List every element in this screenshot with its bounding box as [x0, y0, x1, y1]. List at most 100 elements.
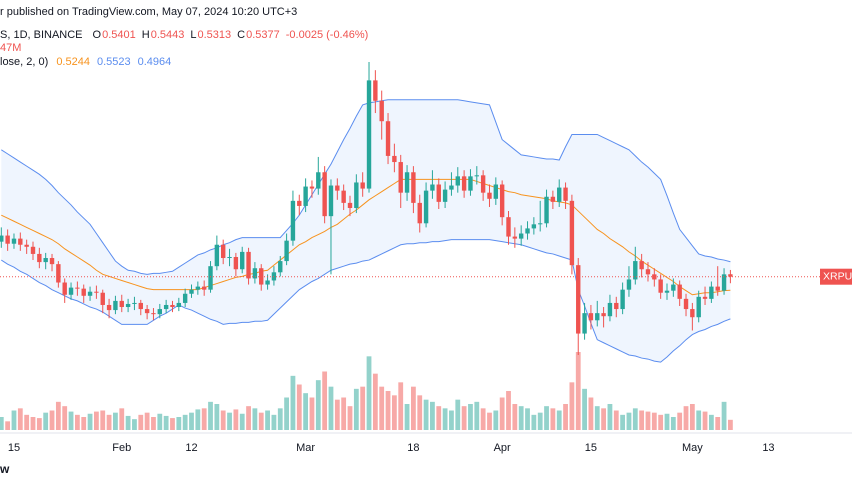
- candle-body: [544, 196, 549, 224]
- candle-body: [436, 184, 441, 202]
- volume-bar: [379, 386, 385, 430]
- volume-bar: [290, 375, 296, 430]
- volume-bar: [106, 414, 112, 430]
- volume-bar: [404, 404, 410, 430]
- volume-bar: [17, 408, 23, 430]
- candle-body: [696, 296, 701, 318]
- volume-bar: [518, 406, 524, 430]
- volume-bar: [49, 410, 55, 430]
- candle-body: [182, 293, 188, 303]
- volume-bar: [132, 419, 137, 430]
- candle-body: [30, 246, 36, 254]
- volume-bar: [493, 410, 499, 430]
- volume-value: 47M: [0, 42, 21, 54]
- bb-lower-line: [1, 239, 731, 363]
- candle-body: [614, 302, 619, 310]
- volume-bar: [582, 388, 587, 430]
- bb-basis-line: [1, 178, 731, 296]
- volume-bar: [119, 408, 125, 430]
- volume-bar: [601, 408, 606, 430]
- publish-note: r published on TradingView.com, May 07, …: [0, 6, 297, 18]
- volume-bar: [702, 411, 708, 430]
- price-tag: [820, 268, 852, 285]
- volume-bar: [214, 404, 220, 430]
- candle-body: [607, 302, 613, 317]
- volume-bar: [328, 386, 334, 430]
- volume-bar: [506, 391, 511, 430]
- volume-bar: [170, 418, 175, 430]
- volume-bar: [30, 417, 36, 430]
- candle-body: [373, 80, 378, 101]
- candle-body: [284, 240, 289, 262]
- candle-body: [569, 200, 575, 266]
- volume-bar: [366, 356, 372, 430]
- volume-bar: [651, 412, 657, 430]
- candle-body: [100, 292, 105, 305]
- candle-body: [75, 287, 80, 289]
- volume-bar: [94, 411, 99, 430]
- volume-bar: [334, 399, 340, 430]
- candle-body: [94, 291, 99, 293]
- candle-body: [176, 302, 182, 308]
- volume-bar: [645, 411, 651, 430]
- volume-bar: [537, 412, 543, 430]
- candle-body: [0, 235, 4, 242]
- candle-body: [240, 251, 245, 270]
- candle-body: [455, 176, 460, 186]
- volume-bar: [182, 414, 188, 430]
- volume-bar: [87, 413, 93, 430]
- volume-bar: [670, 417, 676, 430]
- candle-body: [411, 172, 416, 203]
- volume-bar: [258, 412, 264, 430]
- volume-bar: [607, 404, 613, 430]
- candle-body: [221, 244, 226, 259]
- candle-body: [227, 256, 232, 259]
- volume-bar: [252, 408, 258, 430]
- volume-bar: [550, 408, 556, 430]
- candle-body: [322, 172, 327, 217]
- volume-bar: [455, 399, 461, 430]
- candle-body: [366, 80, 372, 189]
- volume-bar: [303, 393, 309, 430]
- volume-bar: [100, 410, 106, 430]
- candle-body: [601, 313, 606, 317]
- ohlc-key: L: [190, 29, 196, 41]
- ohlc-value: 0.5377: [246, 29, 280, 41]
- candle-body: [189, 289, 194, 294]
- volume-bar: [36, 418, 42, 430]
- candle-body: [721, 274, 727, 291]
- candle-body: [360, 182, 365, 189]
- volume-bar: [341, 397, 347, 430]
- candle-body: [677, 284, 682, 299]
- candle-body: [278, 261, 283, 273]
- candle-body: [531, 224, 537, 229]
- candle-body: [81, 288, 86, 296]
- candle-body: [518, 233, 524, 239]
- volume-bar: [531, 414, 537, 430]
- volume-bar: [385, 391, 391, 430]
- candle-body: [24, 244, 29, 247]
- volume-bar: [696, 410, 702, 430]
- volume-bar: [512, 404, 518, 430]
- candle-body: [246, 251, 251, 279]
- volume-bar: [544, 406, 549, 430]
- candle-body: [588, 313, 594, 321]
- volume-bar: [296, 384, 302, 430]
- volume-bar: [163, 415, 169, 430]
- candle-body: [379, 100, 384, 122]
- volume-bar: [430, 401, 435, 430]
- volume-bar: [24, 414, 30, 430]
- candle-body: [645, 269, 651, 275]
- volume-bar: [442, 408, 448, 430]
- volume-bar: [728, 419, 733, 430]
- volume-bar: [575, 352, 581, 430]
- candle-body: [303, 186, 308, 206]
- volume-bar: [227, 412, 232, 430]
- ohlc-key: C: [237, 29, 245, 41]
- volume-bar: [68, 411, 74, 430]
- volume-bar: [563, 404, 568, 430]
- symbol-info: S, 1D, BINANCE: [0, 29, 83, 41]
- candle-body: [398, 162, 403, 193]
- volume-bar: [353, 388, 359, 430]
- ohlc-value: 0.5401: [102, 29, 136, 41]
